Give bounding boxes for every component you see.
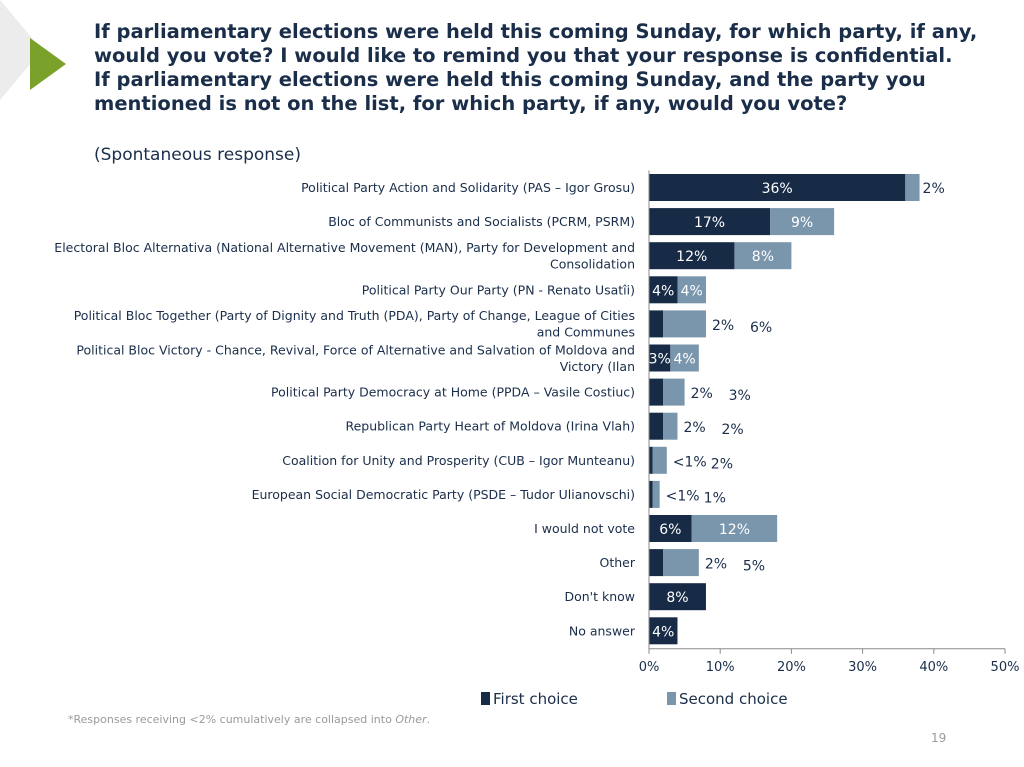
data-label-first: 2% <box>705 557 727 573</box>
bar-first-choice <box>649 446 653 474</box>
title-line: mentioned is not on the list, for which … <box>94 92 848 115</box>
footnote-italic: Other <box>395 713 427 726</box>
data-label-first: 3% <box>649 352 671 368</box>
bar-second-choice <box>734 242 792 270</box>
bar-second-choice <box>770 208 835 236</box>
bar-first-choice <box>649 174 906 201</box>
data-label-second: 6% <box>750 320 772 336</box>
bar-first-choice <box>649 344 671 372</box>
category-label: Bloc of Communists and Socialists (PCRM,… <box>328 214 635 229</box>
category-label: Political Party Our Party (PN - Renato U… <box>362 282 635 297</box>
bar-second-choice <box>677 276 706 304</box>
title-line: If parliamentary elections were held thi… <box>94 68 926 91</box>
category-label: Don't know <box>564 589 635 604</box>
data-label-second: 2% <box>923 181 945 197</box>
data-label-first: 6% <box>659 522 681 538</box>
bar-first-choice <box>649 242 735 270</box>
data-label-first: 2% <box>712 318 734 334</box>
category-label: and Communes <box>537 325 635 340</box>
category-label: Republican Party Heart of Moldova (Irina… <box>345 419 635 434</box>
x-tick-label: 40% <box>919 660 948 675</box>
category-label: Political Party Democracy at Home (PPDA … <box>271 385 635 400</box>
legend-item-first: First choice <box>481 690 578 708</box>
footnote: *Responses receiving <2% cumulatively ar… <box>68 713 430 726</box>
bar-first-choice <box>649 480 653 508</box>
bar-first-choice <box>649 276 678 304</box>
data-label-second: 1% <box>704 490 726 506</box>
page-number: 19 <box>931 731 947 745</box>
footnote-end: . <box>426 713 431 726</box>
data-label-second: 2% <box>711 456 733 472</box>
x-tick-label: 20% <box>777 660 806 675</box>
bar-second-choice <box>663 412 678 440</box>
title-line: If parliamentary elections were held thi… <box>94 20 978 43</box>
bar-first-choice <box>649 583 706 611</box>
slide-title: If parliamentary elections were held thi… <box>94 20 1004 116</box>
data-label-first: <1% <box>673 454 707 470</box>
category-label: Political Party Action and Solidarity (P… <box>301 180 635 195</box>
bar-second-choice <box>905 174 920 201</box>
bar-first-choice <box>649 310 664 338</box>
x-tick-label: 10% <box>706 660 735 675</box>
data-label-second: 2% <box>721 422 743 438</box>
bar-second-choice <box>691 515 778 542</box>
data-label-first: 2% <box>691 386 713 402</box>
data-label-first: 17% <box>694 215 725 231</box>
bar-second-choice <box>663 549 699 577</box>
data-label-first: 2% <box>683 420 705 436</box>
data-label-second: 5% <box>743 559 765 575</box>
bar-second-choice <box>652 446 667 474</box>
category-label: Consolidation <box>550 256 635 271</box>
category-label: Coalition for Unity and Prosperity (CUB … <box>282 453 635 468</box>
bar-first-choice <box>649 208 771 236</box>
legend-label-first: First choice <box>493 690 578 708</box>
x-tick-label: 30% <box>848 660 877 675</box>
data-label-first: 12% <box>676 249 707 265</box>
data-label-second: 8% <box>752 249 774 265</box>
legend-label-second: Second choice <box>679 690 788 708</box>
bar-second-choice <box>670 344 699 372</box>
data-label-second: 3% <box>729 388 751 404</box>
data-label-first: 4% <box>652 624 674 640</box>
bar-second-choice <box>652 480 660 508</box>
title-line: would you vote? I would like to remind y… <box>94 44 953 67</box>
bar-first-choice <box>649 412 664 440</box>
data-label-second: 9% <box>791 215 813 231</box>
data-label-second: 12% <box>719 522 750 538</box>
legend-swatch-second <box>667 692 676 705</box>
data-label-first: 36% <box>762 181 793 197</box>
x-tick-label: 50% <box>991 660 1020 675</box>
legend-item-second: Second choice <box>667 690 788 708</box>
data-label-first: 4% <box>652 283 674 299</box>
category-label: Victory (Ilan <box>560 359 635 374</box>
chart-subtitle: (Spontaneous response) <box>94 145 301 165</box>
data-label-first: <1% <box>666 488 700 504</box>
bar-first-choice <box>649 378 664 406</box>
green-arrow-icon <box>30 38 66 90</box>
category-label: Other <box>600 555 636 570</box>
data-label-first: 8% <box>666 590 688 606</box>
data-label-second: 4% <box>673 352 695 368</box>
bar-first-choice <box>649 515 692 542</box>
bar-second-choice <box>663 310 706 338</box>
x-tick-label: 0% <box>639 660 660 675</box>
category-label: Political Bloc Victory - Chance, Revival… <box>76 342 635 357</box>
bar-first-choice <box>649 549 664 577</box>
legend-swatch-first <box>481 692 490 705</box>
category-label: No answer <box>569 623 636 638</box>
bar-second-choice <box>663 378 685 406</box>
bar-first-choice <box>649 617 678 645</box>
category-label: Electoral Bloc Alternativa (National Alt… <box>54 240 635 255</box>
category-label: European Social Democratic Party (PSDE –… <box>252 487 635 502</box>
category-label: I would not vote <box>534 521 635 536</box>
category-label: Political Bloc Together (Party of Dignit… <box>74 308 635 323</box>
footnote-text: *Responses receiving <2% cumulatively ar… <box>68 713 396 726</box>
data-label-second: 4% <box>681 283 703 299</box>
